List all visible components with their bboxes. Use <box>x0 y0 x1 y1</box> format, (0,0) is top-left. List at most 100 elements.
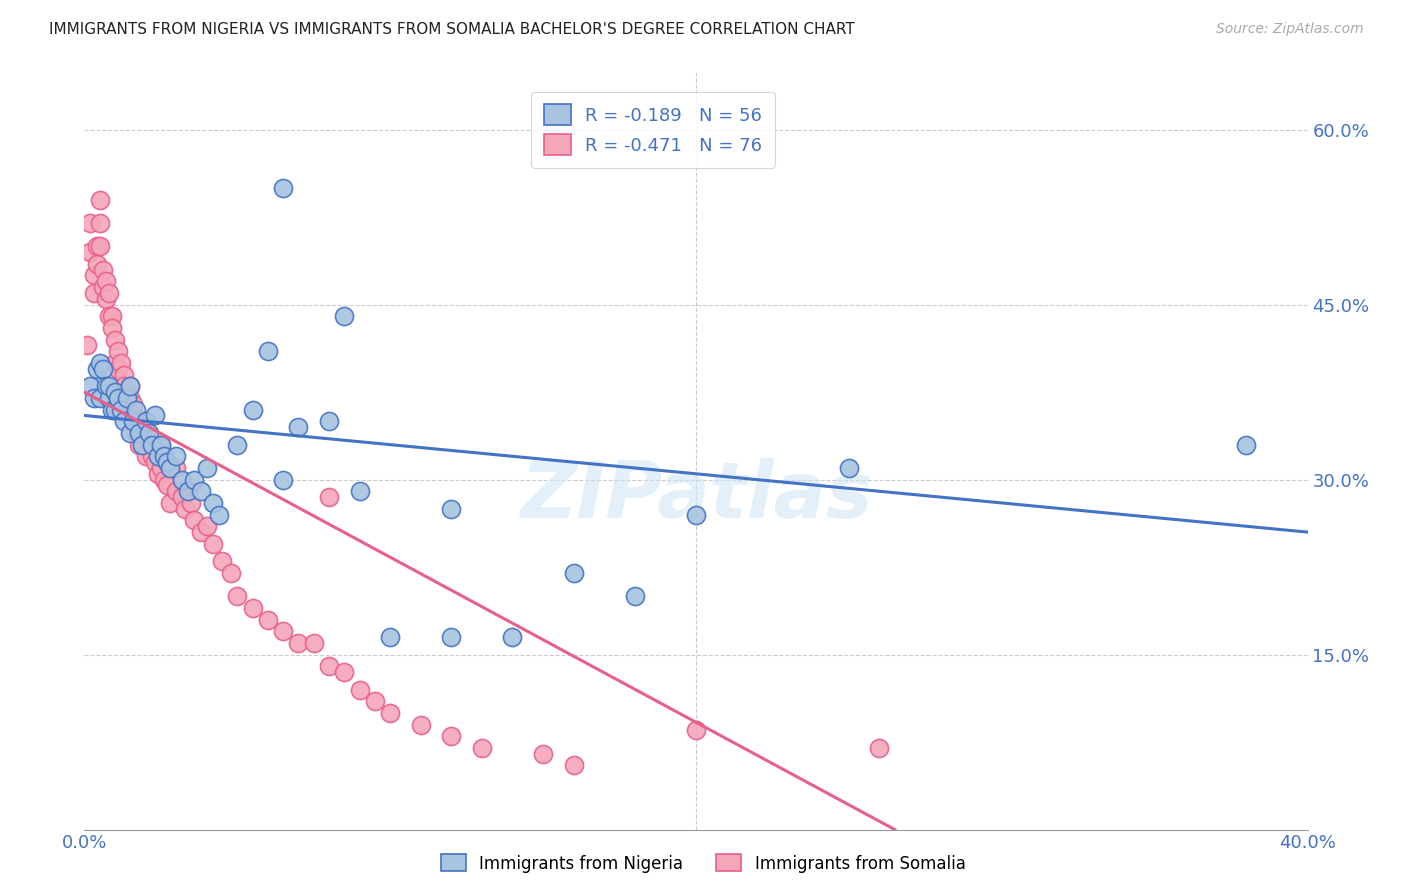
Point <box>138 425 160 440</box>
Point <box>110 402 132 417</box>
Point <box>242 402 264 417</box>
Point <box>409 717 432 731</box>
Point <box>101 310 124 324</box>
Point <box>112 379 135 393</box>
Point <box>89 239 111 253</box>
Point <box>86 257 108 271</box>
Point <box>190 525 212 540</box>
Point <box>125 402 148 417</box>
Point <box>131 437 153 451</box>
Point <box>110 379 132 393</box>
Point <box>97 391 120 405</box>
Point <box>128 437 150 451</box>
Point <box>153 473 176 487</box>
Point <box>120 425 142 440</box>
Y-axis label: Bachelor's Degree: Bachelor's Degree <box>0 375 8 526</box>
Point <box>531 747 554 761</box>
Point <box>380 630 402 644</box>
Point <box>226 589 249 603</box>
Point <box>208 508 231 522</box>
Point <box>271 624 294 639</box>
Point <box>183 513 205 527</box>
Point <box>349 682 371 697</box>
Point <box>101 321 124 335</box>
Point <box>79 216 101 230</box>
Point <box>471 740 494 755</box>
Point <box>104 333 127 347</box>
Point <box>94 274 117 288</box>
Point <box>83 268 105 283</box>
Point <box>101 402 124 417</box>
Point <box>149 437 172 451</box>
Point <box>165 461 187 475</box>
Point <box>104 385 127 400</box>
Point <box>128 425 150 440</box>
Point <box>79 245 101 260</box>
Point <box>172 473 194 487</box>
Point <box>562 758 585 772</box>
Point <box>318 414 340 428</box>
Point <box>107 361 129 376</box>
Point <box>380 706 402 720</box>
Point <box>104 356 127 370</box>
Point <box>287 636 309 650</box>
Point <box>271 473 294 487</box>
Point <box>333 665 356 679</box>
Point <box>107 344 129 359</box>
Point <box>165 450 187 464</box>
Point <box>1236 437 1258 451</box>
Point <box>115 402 138 417</box>
Point <box>135 450 157 464</box>
Point <box>502 630 524 644</box>
Point <box>91 361 114 376</box>
Point <box>112 368 135 382</box>
Point <box>364 694 387 708</box>
Point <box>86 239 108 253</box>
Point <box>135 425 157 440</box>
Text: ZIPatlas: ZIPatlas <box>520 458 872 534</box>
Text: Source: ZipAtlas.com: Source: ZipAtlas.com <box>1216 22 1364 37</box>
Point <box>349 484 371 499</box>
Point <box>183 473 205 487</box>
Point <box>146 450 169 464</box>
Point <box>195 461 218 475</box>
Point <box>165 484 187 499</box>
Point <box>201 496 224 510</box>
Point <box>838 461 860 475</box>
Point <box>153 450 176 464</box>
Point <box>180 496 202 510</box>
Point <box>83 391 105 405</box>
Point <box>318 659 340 673</box>
Point <box>86 361 108 376</box>
Point <box>219 566 242 580</box>
Point <box>318 490 340 504</box>
Point <box>190 484 212 499</box>
Point <box>141 437 163 451</box>
Point <box>94 292 117 306</box>
Point <box>89 193 111 207</box>
Point <box>94 379 117 393</box>
Point <box>89 391 111 405</box>
Point <box>149 461 172 475</box>
Text: IMMIGRANTS FROM NIGERIA VS IMMIGRANTS FROM SOMALIA BACHELOR'S DEGREE CORRELATION: IMMIGRANTS FROM NIGERIA VS IMMIGRANTS FR… <box>49 22 855 37</box>
Point <box>143 455 166 469</box>
Point <box>440 501 463 516</box>
Point <box>135 414 157 428</box>
Point <box>122 397 145 411</box>
Point <box>115 385 138 400</box>
Point <box>120 379 142 393</box>
Point <box>131 420 153 434</box>
Point <box>201 537 224 551</box>
Point <box>869 740 891 755</box>
Point <box>141 450 163 464</box>
Point <box>97 310 120 324</box>
Legend: R = -0.189   N = 56, R = -0.471   N = 76: R = -0.189 N = 56, R = -0.471 N = 76 <box>531 92 775 168</box>
Point <box>138 432 160 446</box>
Point <box>562 566 585 580</box>
Point <box>83 285 105 300</box>
Point <box>120 391 142 405</box>
Point <box>97 379 120 393</box>
Point <box>440 630 463 644</box>
Point <box>159 496 181 510</box>
Point <box>112 414 135 428</box>
